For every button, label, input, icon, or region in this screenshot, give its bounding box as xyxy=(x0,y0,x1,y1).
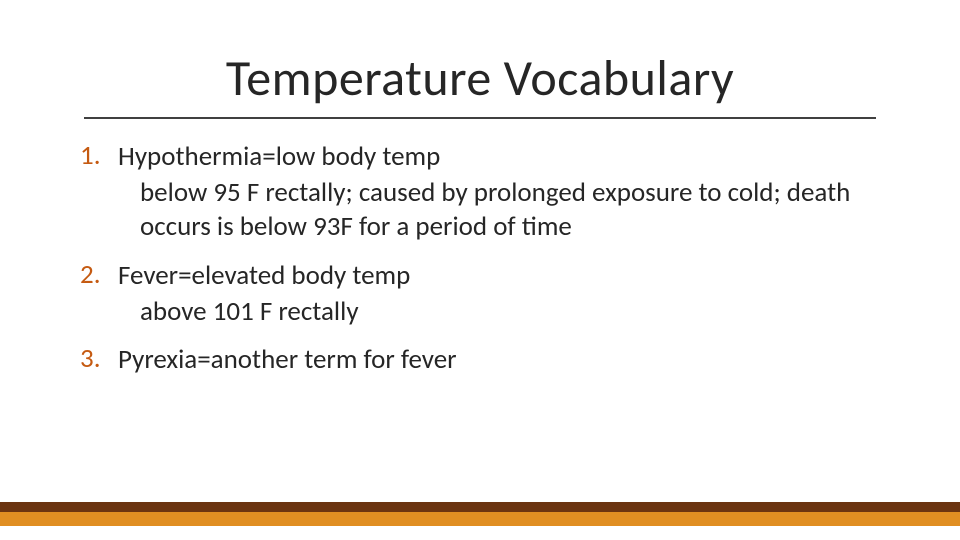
vocab-list: Hypothermia=low body temp below 95 F rec… xyxy=(80,139,900,378)
term-text: Hypothermia=low body temp xyxy=(118,139,900,174)
slide: Temperature Vocabulary Hypothermia=low b… xyxy=(0,0,960,540)
slide-title: Temperature Vocabulary xyxy=(84,48,876,119)
list-item: Hypothermia=low body temp below 95 F rec… xyxy=(80,139,900,244)
term-detail: above 101 F rectally xyxy=(118,295,898,329)
slide-content: Hypothermia=low body temp below 95 F rec… xyxy=(60,139,900,378)
term-text: Fever=elevated body temp xyxy=(118,258,900,293)
term-text: Pyrexia=another term for fever xyxy=(118,342,900,377)
list-item: Fever=elevated body temp above 101 F rec… xyxy=(80,258,900,329)
footer-bar-top xyxy=(0,502,960,512)
footer-accent-bar xyxy=(0,502,960,526)
list-item: Pyrexia=another term for fever xyxy=(80,342,900,377)
term-detail: below 95 F rectally; caused by prolonged… xyxy=(118,176,898,244)
footer-bar-bottom xyxy=(0,512,960,526)
